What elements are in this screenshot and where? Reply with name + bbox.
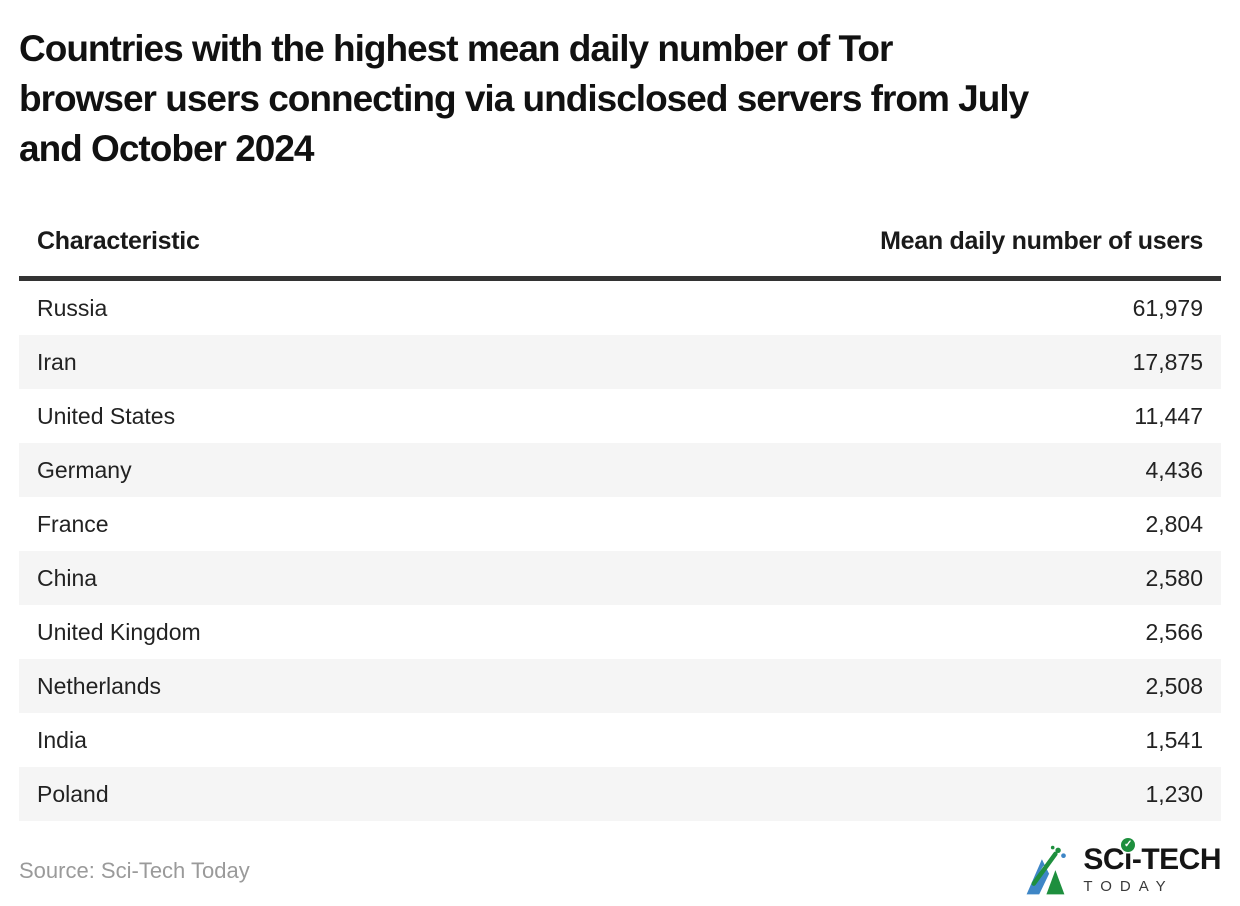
value-cell: 2,580 [1145, 565, 1203, 591]
country-cell: Iran [37, 349, 77, 375]
country-cell: Russia [37, 295, 108, 321]
logo-brand-i-glyph: ı [1124, 843, 1132, 876]
title-line: and October 2024 [19, 128, 315, 169]
logo-subtext: TODAY [1083, 878, 1174, 895]
table-row: Germany 4,436 [19, 443, 1221, 497]
table-row: Russia 61,979 [19, 279, 1221, 336]
value-cell: 11,447 [1134, 403, 1203, 429]
value-cell: 2,508 [1145, 673, 1203, 699]
table-row: United States 11,447 [19, 389, 1221, 443]
table-body: Russia 61,979 Iran 17,875 United States 11,44… [19, 279, 1221, 821]
table-row: Iran 17,875 [19, 335, 1221, 389]
data-table: Characteristic Mean daily number of user… [19, 212, 1221, 821]
logo-text: SC ✓ ı-TECH TODAY [1083, 838, 1222, 897]
footer: Source: Sci-Tech Today SC ✓ ı-TECH TODAY [19, 838, 1222, 899]
table-row: France 2,804 [19, 497, 1221, 551]
logo-brand: SC ✓ ı-TECH [1083, 838, 1222, 876]
value-cell: 61,979 [1132, 295, 1203, 321]
table-row: India 1,541 [19, 713, 1221, 767]
sci-tech-logo: SC ✓ ı-TECH TODAY [1023, 838, 1222, 899]
country-cell: Poland [37, 781, 109, 807]
country-cell: France [37, 511, 109, 537]
country-cell: United States [37, 403, 176, 429]
value-cell: 1,230 [1145, 781, 1203, 807]
source-text: Source: Sci-Tech Today [19, 858, 250, 883]
sci-tech-logo-icon [1026, 845, 1067, 895]
title-line: browser users connecting via undisclosed… [19, 78, 1029, 119]
table-row: United Kingdom 2,566 [19, 605, 1221, 659]
column-header-mean-daily-users: Mean daily number of users [620, 212, 1221, 281]
country-cell: Netherlands [37, 673, 162, 699]
table-row: China 2,580 [19, 551, 1221, 605]
logo-brand-prefix: SC [1083, 843, 1124, 876]
check-icon: ✓ [1121, 838, 1135, 852]
country-cell: India [37, 727, 87, 753]
country-cell: United Kingdom [37, 619, 201, 645]
table-header-row: Characteristic Mean daily number of user… [19, 212, 1221, 281]
value-cell: 1,541 [1145, 727, 1203, 753]
title-line: Countries with the highest mean daily nu… [19, 28, 893, 69]
page-title: Countries with the highest mean daily nu… [19, 0, 1221, 174]
table-header: Characteristic Mean daily number of user… [19, 212, 1221, 281]
value-cell: 2,566 [1145, 619, 1203, 645]
logo-brand-suffix: -TECH [1131, 843, 1222, 876]
country-cell: China [37, 565, 98, 591]
country-cell: Germany [37, 457, 132, 483]
value-cell: 4,436 [1145, 457, 1203, 483]
column-header-characteristic: Characteristic [19, 212, 620, 281]
value-cell: 17,875 [1132, 349, 1203, 375]
table-row: Netherlands 2,508 [19, 659, 1221, 713]
value-cell: 2,804 [1145, 511, 1203, 537]
logo-brand-i: ✓ ı [1121, 838, 1135, 876]
table-row: Poland 1,230 [19, 767, 1221, 821]
